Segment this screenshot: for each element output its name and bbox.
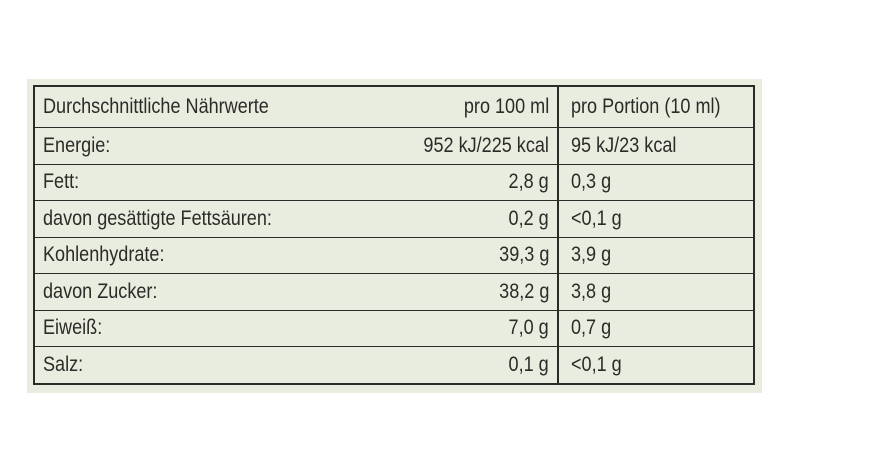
- header-per-portion: pro Portion (10 ml): [557, 85, 755, 128]
- per-portion-cell: 3,8 g: [557, 273, 755, 311]
- per-100ml-value: 0,2 g: [508, 206, 550, 230]
- table-row: Energie: 952 kJ/225 kcal 95 kJ/23 kcal: [33, 127, 755, 165]
- table-row: Kohlenhydrate: 39,3 g 3,9 g: [33, 236, 755, 275]
- nutrient-name: Salz:: [43, 353, 84, 377]
- per-portion-value: <0,1 g: [571, 353, 622, 377]
- nutrient-name: davon gesättigte Fettsäuren:: [43, 206, 272, 230]
- table-row: Salz: 0,1 g <0,1 g: [33, 346, 755, 385]
- per-portion-value: 3,9 g: [571, 243, 612, 267]
- table-row: davon Zucker: 38,2 g 3,8 g: [33, 273, 755, 311]
- per-portion-cell: 3,9 g: [557, 236, 755, 275]
- per-100ml-value: 952 kJ/225 kcal: [423, 133, 550, 157]
- per-portion-cell: 0,3 g: [557, 163, 755, 202]
- per-100ml-value: 39,3 g: [498, 243, 550, 267]
- nutrient-cell: Salz:: [33, 346, 392, 385]
- nutrient-name: Fett:: [43, 170, 80, 194]
- table-row: Eiweiß: 7,0 g 0,7 g: [33, 309, 755, 348]
- nutrient-name: Energie:: [43, 133, 111, 157]
- header-per-portion-text: pro Portion (10 ml): [571, 95, 721, 118]
- header-per-100ml-text: pro 100 ml: [463, 95, 550, 118]
- per-portion-cell: <0,1 g: [557, 346, 755, 385]
- per-100ml-cell: 0,2 g: [391, 200, 559, 238]
- nutrition-table: Durchschnittliche Nährwerte pro 100 ml p…: [33, 85, 755, 385]
- header-nutrient-text: Durchschnittliche Nährwerte: [43, 95, 269, 118]
- header-per-100ml: pro 100 ml: [391, 85, 559, 128]
- nutrient-cell: davon gesättigte Fettsäuren:: [33, 200, 392, 238]
- header-nutrient: Durchschnittliche Nährwerte: [33, 85, 392, 128]
- per-100ml-cell: 38,2 g: [391, 273, 559, 311]
- per-portion-cell: <0,1 g: [557, 200, 755, 238]
- per-portion-cell: 0,7 g: [557, 309, 755, 348]
- per-portion-value: 0,3 g: [571, 170, 612, 194]
- nutrient-name: davon Zucker:: [43, 279, 158, 303]
- per-portion-value: 3,8 g: [571, 279, 612, 303]
- per-100ml-cell: 7,0 g: [391, 309, 559, 348]
- per-portion-value: 0,7 g: [571, 316, 612, 340]
- table-row: Fett: 2,8 g 0,3 g: [33, 163, 755, 202]
- nutrient-cell: Energie:: [33, 127, 392, 165]
- per-100ml-cell: 952 kJ/225 kcal: [391, 127, 559, 165]
- nutrient-cell: Fett:: [33, 163, 392, 202]
- per-portion-value: <0,1 g: [571, 206, 622, 230]
- nutrient-cell: Kohlenhydrate:: [33, 236, 392, 275]
- nutrient-cell: davon Zucker:: [33, 273, 392, 311]
- nutrient-name: Eiweiß:: [43, 316, 103, 340]
- per-100ml-cell: 2,8 g: [391, 163, 559, 202]
- table-header-row: Durchschnittliche Nährwerte pro 100 ml p…: [33, 85, 755, 128]
- per-portion-value: 95 kJ/23 kcal: [571, 133, 677, 157]
- nutrient-cell: Eiweiß:: [33, 309, 392, 348]
- per-100ml-value: 7,0 g: [508, 316, 550, 340]
- per-100ml-value: 0,1 g: [508, 353, 550, 377]
- per-100ml-cell: 0,1 g: [391, 346, 559, 385]
- table-row: davon gesättigte Fettsäuren: 0,2 g <0,1 g: [33, 200, 755, 238]
- nutrient-name: Kohlenhydrate:: [43, 243, 165, 267]
- per-portion-cell: 95 kJ/23 kcal: [557, 127, 755, 165]
- per-100ml-value: 38,2 g: [498, 279, 550, 303]
- per-100ml-cell: 39,3 g: [391, 236, 559, 275]
- per-100ml-value: 2,8 g: [508, 170, 550, 194]
